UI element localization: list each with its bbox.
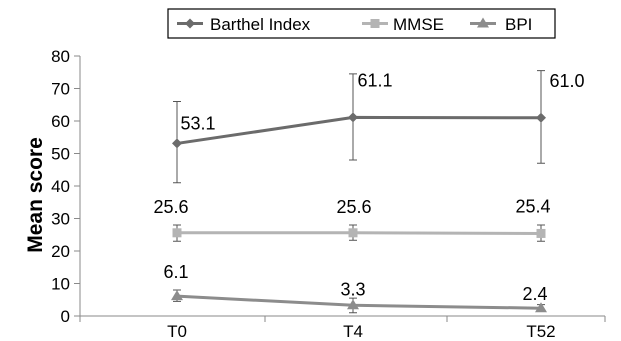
data-point — [172, 138, 182, 149]
data-point — [348, 228, 358, 238]
data-point — [348, 112, 358, 123]
legend-item: MMSE — [362, 15, 444, 34]
y-tick-label: 0 — [61, 307, 70, 326]
y-tick-label: 60 — [51, 112, 70, 131]
x-tick-label: T52 — [526, 322, 555, 341]
data-point — [171, 290, 183, 301]
y-tick-label: 30 — [51, 210, 70, 229]
legend-label: MMSE — [393, 15, 444, 34]
legend-item: BPI — [470, 15, 532, 34]
legend-label: Barthel Index — [210, 15, 311, 34]
x-tick-label: T0 — [167, 322, 187, 341]
data-label: 25.6 — [336, 197, 371, 217]
data-point — [536, 228, 546, 238]
data-point — [535, 302, 547, 313]
data-label: 2.4 — [522, 284, 547, 304]
data-point — [172, 228, 182, 238]
y-tick-label: 40 — [51, 177, 70, 196]
data-label: 25.6 — [153, 197, 188, 217]
data-label: 6.1 — [163, 262, 188, 282]
series-mmse: 25.6 25.6 25.4 — [153, 196, 551, 242]
y-tick-label: 10 — [51, 275, 70, 294]
y-tick-label: 70 — [51, 80, 70, 99]
axes: 0 10 20 30 40 50 60 70 80 T0 T4 T52 — [51, 47, 606, 341]
y-tick-label: 80 — [51, 47, 70, 66]
y-axis-label: Mean score — [24, 137, 47, 253]
series-bpi: 6.1 3.3 2.4 — [163, 262, 548, 314]
data-label: 53.1 — [180, 113, 215, 133]
data-label: 25.4 — [515, 196, 550, 216]
data-point — [370, 19, 380, 28]
data-point — [536, 112, 546, 123]
series-layer: 53.1 61.1 61.0 25.6 25.6 25.4 6.1 3.3 2.4 — [153, 70, 585, 314]
series-line — [177, 231, 542, 235]
data-point — [477, 17, 489, 28]
data-point — [347, 299, 359, 310]
x-tick-label: T4 — [343, 322, 363, 341]
legend-item: Barthel Index — [177, 15, 311, 34]
series-line — [176, 115, 542, 145]
y-tick-label: 20 — [51, 242, 70, 261]
legend-label: BPI — [505, 15, 532, 34]
data-label: 61.1 — [357, 70, 392, 90]
data-point — [185, 18, 195, 29]
data-label: 3.3 — [340, 279, 365, 299]
y-tick-label: 50 — [51, 145, 70, 164]
series-barthel-index: 53.1 61.1 61.0 — [172, 70, 585, 184]
data-label: 61.0 — [549, 71, 584, 91]
legend: Barthel Index MMSE BPI — [167, 8, 556, 39]
